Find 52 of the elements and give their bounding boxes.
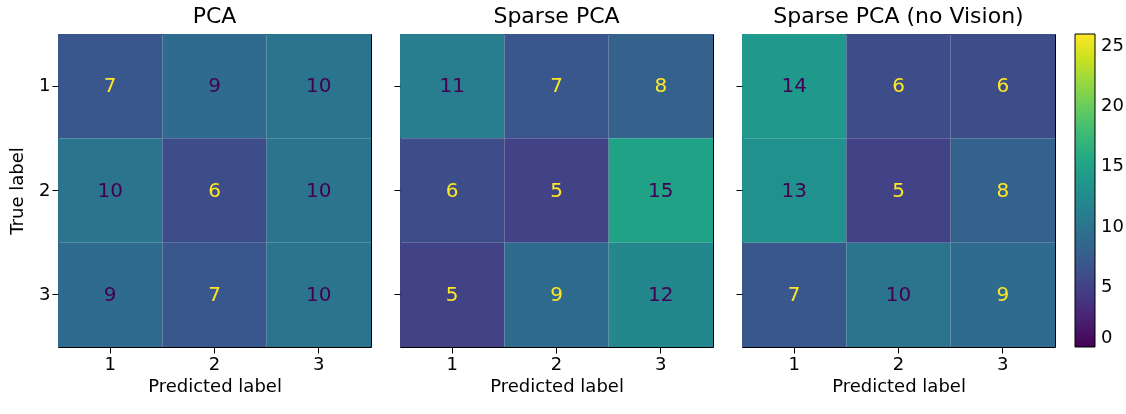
chart-title: Sparse PCA <box>493 3 620 28</box>
color-bar-label: 0 <box>1101 326 1113 347</box>
data-label: 6 <box>208 177 221 202</box>
color-bar-label: 10 <box>1101 214 1124 236</box>
data-label: 7 <box>208 281 221 306</box>
data-label: 8 <box>996 177 1010 202</box>
x-axis-title: Predicted label <box>832 374 966 396</box>
data-label: 5 <box>445 281 459 306</box>
y-tick-label: 2 <box>39 178 51 200</box>
x-tick-label: 3 <box>655 352 667 374</box>
data-label: 12 <box>648 281 674 306</box>
data-label: 7 <box>103 73 117 98</box>
data-label: 10 <box>885 281 912 306</box>
data-label: 9 <box>103 281 117 306</box>
x-tick-label: 1 <box>788 352 800 374</box>
data-label: 5 <box>550 177 563 202</box>
x-tick-label: 3 <box>313 352 325 374</box>
y-tick-label: 3 <box>39 282 51 304</box>
color-bar-label: 20 <box>1101 94 1124 116</box>
data-label: 9 <box>208 73 221 98</box>
x-tick-label: 1 <box>104 352 116 374</box>
x-tick-label: 2 <box>892 352 905 374</box>
x-axis-title: Predicted label <box>490 374 624 396</box>
data-label: 10 <box>97 177 123 202</box>
data-label: 11 <box>439 73 465 98</box>
data-label: 6 <box>892 73 905 98</box>
data-label: 10 <box>306 177 332 202</box>
y-tick-label: 1 <box>39 74 51 96</box>
data-label: 5 <box>892 177 905 202</box>
y-axis-title: True label <box>6 147 28 236</box>
chart-title: PCA <box>192 3 237 28</box>
data-label: 7 <box>787 281 801 306</box>
data-label: 13 <box>781 177 807 202</box>
color-bar-label: 25 <box>1101 34 1124 56</box>
x-tick-label: 2 <box>550 352 563 374</box>
data-label: 7 <box>550 73 563 98</box>
data-label: 10 <box>306 281 332 306</box>
data-label: 9 <box>550 281 563 306</box>
data-label: 8 <box>654 73 668 98</box>
data-label: 15 <box>648 177 674 202</box>
data-label: 6 <box>996 73 1010 98</box>
data-label: 6 <box>445 177 459 202</box>
x-axis-title: Predicted label <box>148 374 282 396</box>
data-label: 14 <box>781 73 807 98</box>
x-tick-label: 1 <box>446 352 458 374</box>
color-bar-label: 5 <box>1101 274 1113 296</box>
data-label: 10 <box>306 73 332 98</box>
color-bar-label: 15 <box>1101 154 1124 176</box>
data-label: 9 <box>996 281 1010 306</box>
chart-title: Sparse PCA (no Vision) <box>773 3 1024 28</box>
x-tick-label: 2 <box>208 352 221 374</box>
x-tick-label: 3 <box>997 352 1009 374</box>
